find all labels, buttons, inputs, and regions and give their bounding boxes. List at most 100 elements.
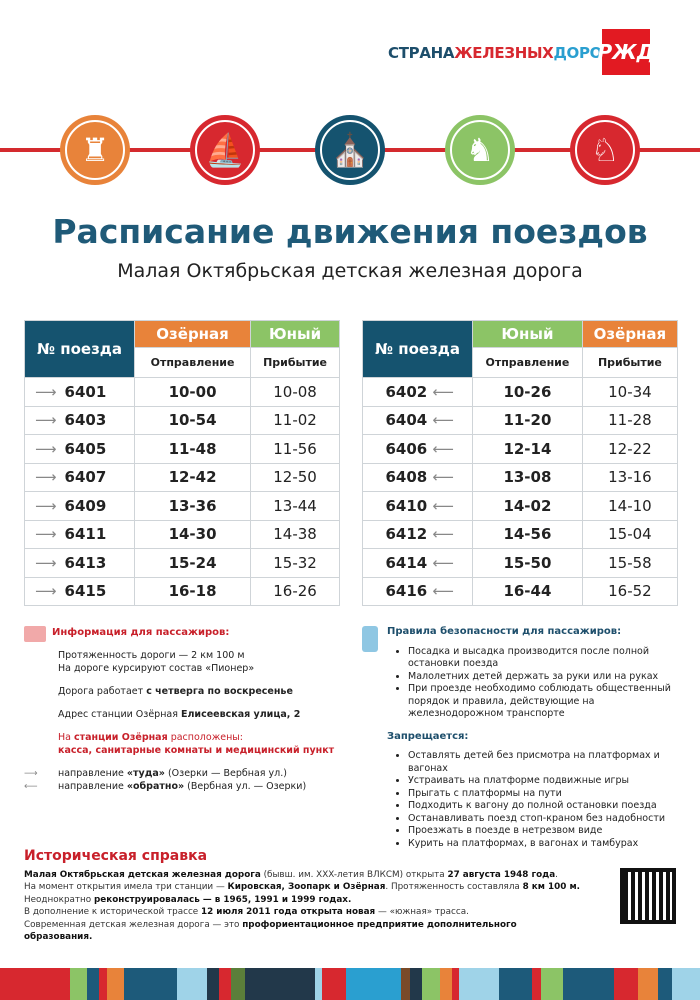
departure-time: 12-42 xyxy=(133,462,252,492)
train-number: 6402 xyxy=(385,382,428,401)
arrow-right-icon: ⟶ xyxy=(35,382,57,401)
history-text: — «южная» трасса. xyxy=(375,907,469,917)
train-number: 6416 xyxy=(385,582,428,601)
book-icon xyxy=(24,626,46,642)
qr-code[interactable] xyxy=(620,868,676,924)
departure-time: 13-08 xyxy=(472,462,583,492)
stripe-segment xyxy=(219,968,232,1000)
arrival-time: 11-02 xyxy=(250,405,340,435)
history-heading: Историческая справка xyxy=(24,848,208,864)
info-heading: Информация для пассажиров: xyxy=(52,627,230,638)
stripe-segment xyxy=(244,968,315,1000)
table-row: ⟶ 6405 11-48 11-56 xyxy=(24,434,340,464)
history-text: реконструировалась — в 1965, 1991 и 1999… xyxy=(93,894,352,905)
arrival-header: Прибытие xyxy=(250,347,340,378)
history-line: Малая Октябрьская детская железная дорог… xyxy=(24,869,584,882)
table-row: 6406 ⟵ 12-14 12-22 xyxy=(362,434,679,464)
departure-time: 10-00 xyxy=(133,377,252,407)
rule-item: При проезде необходимо соблюдать обществ… xyxy=(408,683,692,721)
departure-time: 14-02 xyxy=(472,491,583,521)
train-cell: ⟶ 6413 xyxy=(24,548,135,578)
stripe-segment xyxy=(531,968,541,1000)
train-number: 6404 xyxy=(385,411,428,430)
bronze-horseman-icon: ♞ xyxy=(445,115,515,185)
history-text: В дополнение к исторической трассе xyxy=(24,907,201,917)
departure-time: 12-14 xyxy=(472,434,583,464)
t: направление xyxy=(58,781,127,792)
safety-rules: Правила безопасности для пассажиров: Пос… xyxy=(362,626,692,860)
info-address: Адрес станции Озёрная Елисеевская улица,… xyxy=(58,708,354,721)
table-row: ⟶ 6413 15-24 15-32 xyxy=(24,548,340,578)
stripe-segment xyxy=(452,968,460,1000)
arrow-right-icon: ⟶ xyxy=(35,582,57,601)
stripe-segment xyxy=(231,968,245,1000)
t: расположены: xyxy=(167,732,244,743)
forbidden-heading: Запрещается: xyxy=(387,730,469,742)
stripe-segment xyxy=(410,968,423,1000)
history-text: . xyxy=(555,869,558,880)
train-number: 6413 xyxy=(64,553,107,572)
history-text: 27 августа 1948 года xyxy=(447,869,556,880)
info-hours: Дорога работает с четверга по воскресень… xyxy=(58,685,354,698)
departure-time: 10-54 xyxy=(133,405,252,435)
arrow-right-icon: ⟶ xyxy=(35,411,57,430)
stripe-segment xyxy=(672,968,700,1000)
stripe-segment xyxy=(98,968,107,1000)
train-cell: 6416 ⟵ xyxy=(362,576,473,606)
stripe-segment xyxy=(440,968,453,1000)
stripe-segment xyxy=(177,968,208,1000)
train-cell: 6406 ⟵ xyxy=(362,434,473,464)
stripe-segment xyxy=(207,968,220,1000)
table-row: 6408 ⟵ 13-08 13-16 xyxy=(362,462,679,492)
train-cell: ⟶ 6405 xyxy=(24,434,135,464)
t: «туда» xyxy=(126,768,165,779)
departure-time: 15-50 xyxy=(472,548,583,578)
train-cell: 6414 ⟵ xyxy=(362,548,473,578)
arrival-time: 11-56 xyxy=(250,434,340,464)
arrival-time: 15-32 xyxy=(250,548,340,578)
stripe-segment xyxy=(106,968,125,1000)
arrival-time: 11-28 xyxy=(581,405,679,435)
forbidden-list: Оставлять детей без присмотра на платфор… xyxy=(400,750,692,850)
arrow-left-icon: ⟵ xyxy=(432,496,454,515)
table-row: 6416 ⟵ 16-44 16-52 xyxy=(362,576,679,606)
t: направление xyxy=(58,768,127,779)
train-cell: 6402 ⟵ xyxy=(362,377,473,407)
color-stripe xyxy=(0,968,700,1000)
arrow-left-icon: ⟵ xyxy=(432,553,454,572)
departure-time: 11-20 xyxy=(472,405,583,435)
stripe-segment xyxy=(124,968,178,1000)
griffin-icon: ♘ xyxy=(570,115,640,185)
arrival-time: 15-04 xyxy=(581,519,679,549)
train-number: 6412 xyxy=(385,525,428,544)
train-number: 6408 xyxy=(385,468,428,487)
train-cell: ⟶ 6401 xyxy=(24,377,135,407)
history-text: . Протяженность составляла xyxy=(385,882,523,892)
history-text: 8 км 100 м. xyxy=(522,882,580,892)
stripe-segment xyxy=(540,968,563,1000)
table-row: 6410 ⟵ 14-02 14-10 xyxy=(362,491,679,521)
arrival-station: Озёрная xyxy=(581,320,679,348)
ship-icon: ⛵ xyxy=(190,115,260,185)
conductor-icon xyxy=(362,626,378,652)
history-text: Кировская, Зоопарк и Озёрная xyxy=(227,882,386,892)
departure-station: Озёрная xyxy=(133,320,252,348)
stripe-segment xyxy=(86,968,99,1000)
history-text: Современная детская железная дорога — эт… xyxy=(24,919,243,930)
page-subtitle: Малая Октябрьская детская железная дорог… xyxy=(117,260,583,282)
arrival-time: 13-16 xyxy=(581,462,679,492)
stripe-segment xyxy=(0,968,70,1000)
departure-time: 16-44 xyxy=(472,576,583,606)
t: с четверга по воскресенье xyxy=(146,686,293,697)
train-number: 6414 xyxy=(385,553,428,572)
t: «обратно» xyxy=(126,781,185,792)
train-number-header: № поезда xyxy=(362,320,473,378)
table-row: 6404 ⟵ 11-20 11-28 xyxy=(362,405,679,435)
table-row: 6402 ⟵ 10-26 10-34 xyxy=(362,377,679,407)
history-text: профориентационное предприятие дополните… xyxy=(24,919,517,943)
table-row: 6412 ⟵ 14-56 15-04 xyxy=(362,519,679,549)
history-text: (бывш. им. XXX-летия ВЛКСМ) открыта xyxy=(260,869,448,880)
departure-header: Отправление xyxy=(133,347,252,378)
train-number: 6405 xyxy=(64,439,107,458)
arrival-time: 13-44 xyxy=(250,491,340,521)
